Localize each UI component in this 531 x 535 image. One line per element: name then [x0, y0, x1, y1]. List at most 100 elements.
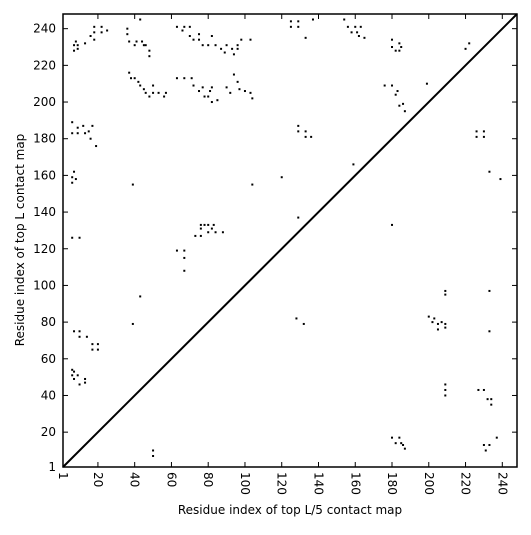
x-tick-label: 100 [238, 472, 252, 495]
point [398, 104, 401, 107]
point [93, 31, 96, 34]
point [73, 44, 76, 47]
point [251, 183, 254, 186]
point [402, 102, 405, 105]
point [383, 84, 386, 87]
point [499, 178, 502, 181]
point [207, 44, 210, 47]
point [391, 223, 394, 226]
point [188, 35, 191, 38]
x-tick-label: 220 [459, 472, 473, 495]
point [431, 321, 434, 324]
point [84, 132, 87, 135]
point [400, 442, 403, 445]
point [133, 44, 136, 47]
point [436, 328, 439, 331]
point [183, 25, 186, 28]
point [295, 317, 298, 320]
point [194, 234, 197, 237]
y-tick-label: 140 [33, 205, 56, 219]
point [139, 295, 142, 298]
point [297, 25, 300, 28]
point [78, 383, 81, 386]
point [214, 231, 217, 234]
point [297, 124, 300, 127]
point [356, 31, 359, 34]
point [71, 236, 74, 239]
point [359, 25, 362, 28]
point [436, 322, 439, 325]
point [240, 38, 243, 41]
x-tick-label: 140 [311, 472, 325, 495]
point [190, 77, 193, 80]
y-tick-label: 60 [41, 352, 56, 366]
point [304, 36, 307, 39]
point [440, 321, 443, 324]
point [444, 394, 447, 397]
point [297, 216, 300, 219]
y-tick-label: 120 [33, 242, 56, 256]
point [468, 42, 471, 45]
point [223, 51, 226, 54]
point [214, 44, 217, 47]
point [304, 135, 307, 138]
point [475, 130, 478, 133]
point [490, 398, 493, 401]
point [346, 25, 349, 28]
point [249, 91, 252, 94]
point [403, 447, 406, 450]
y-tick-label: 100 [33, 278, 56, 292]
point [425, 82, 428, 85]
point [488, 289, 491, 292]
point [311, 18, 314, 21]
point [148, 55, 151, 58]
point [394, 93, 397, 96]
point [130, 77, 133, 80]
point [210, 35, 213, 38]
point [289, 20, 292, 23]
point [73, 170, 76, 173]
point [210, 227, 213, 230]
point [391, 436, 394, 439]
point [139, 18, 142, 21]
point [203, 95, 206, 98]
point [91, 343, 94, 346]
x-tick-label: 80 [201, 472, 215, 487]
point [78, 236, 81, 239]
x-axis-title: Residue index of top L/5 contact map [178, 503, 402, 517]
point [71, 181, 74, 184]
point [91, 124, 94, 127]
point [148, 95, 151, 98]
point [444, 289, 447, 292]
point [106, 29, 109, 32]
x-tick-label: 200 [422, 472, 436, 495]
point [444, 322, 447, 325]
point [135, 40, 138, 43]
point [76, 47, 79, 50]
point [73, 49, 76, 52]
point [207, 231, 210, 234]
point [95, 145, 98, 148]
point [402, 443, 405, 446]
point [210, 101, 213, 104]
x-tick-label: 60 [164, 472, 178, 487]
point [221, 231, 224, 234]
point [232, 73, 235, 76]
point [403, 110, 406, 113]
point [93, 38, 96, 41]
point [236, 80, 239, 83]
point [216, 99, 219, 102]
y-tick-label: 20 [41, 425, 56, 439]
point [131, 183, 134, 186]
point [73, 330, 76, 333]
point [96, 343, 99, 346]
y-tick-label: 40 [41, 388, 56, 402]
point [144, 91, 147, 94]
point [198, 90, 201, 93]
point [133, 77, 136, 80]
point [175, 249, 178, 252]
point [488, 443, 491, 446]
point [398, 49, 401, 52]
point [394, 49, 397, 52]
